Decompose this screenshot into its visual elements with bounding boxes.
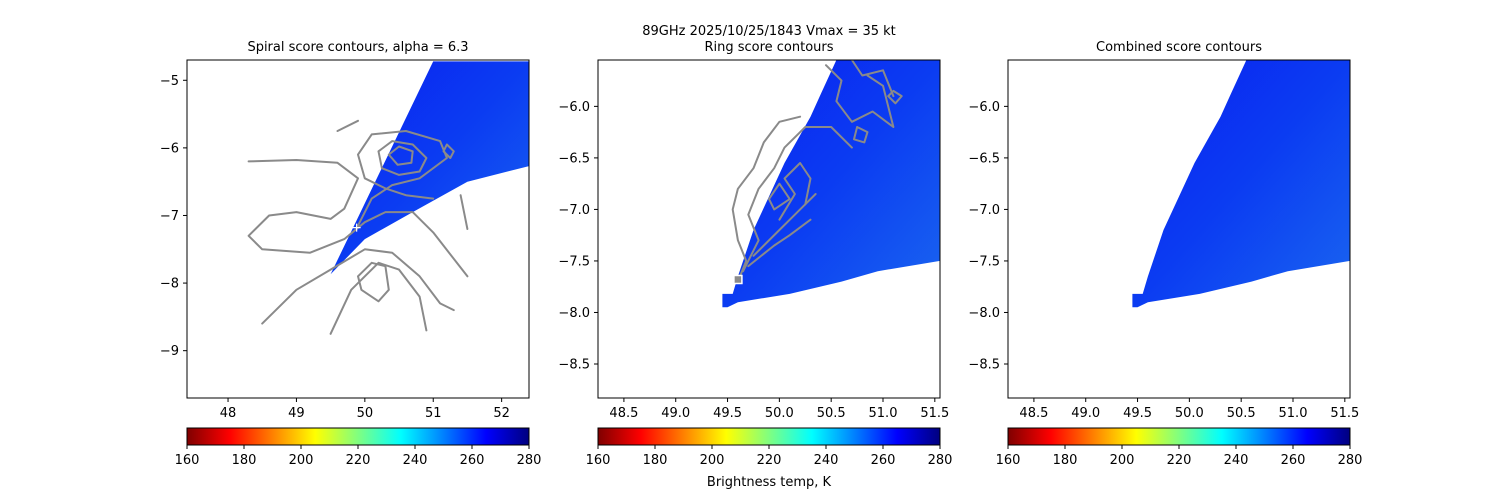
colorbar-tick-label: 200	[1110, 453, 1135, 468]
colorbar-tick-label: 160	[175, 453, 200, 468]
x-tick-label: 49.5	[713, 406, 742, 421]
x-tick-label: 48.5	[609, 406, 638, 421]
colorbar-tick-label: 200	[700, 453, 725, 468]
score-contour	[768, 182, 791, 211]
x-tick-label: 49.0	[661, 406, 690, 421]
x-tick-label: 51.0	[1279, 406, 1308, 421]
colorbar-tick-label: 280	[517, 453, 542, 468]
panel-title: Spiral score contours, alpha = 6.3	[247, 40, 468, 55]
y-tick-label: −8.0	[968, 306, 1000, 321]
colorbar-tick-label: 220	[346, 453, 371, 468]
colorbar-tick-label: 160	[996, 453, 1021, 468]
colorbar-tick-label: 200	[289, 453, 314, 468]
score-contour	[825, 64, 895, 128]
colorbar-tick-label: 220	[757, 453, 782, 468]
colorbar-tick-label: 280	[1338, 453, 1363, 468]
brightness-swath	[1132, 60, 1350, 308]
y-tick-label: −5	[160, 74, 179, 89]
y-tick-label: −8	[160, 277, 179, 292]
score-contour	[731, 115, 802, 283]
axes-frame	[186, 59, 530, 399]
suptitle: 89GHz 2025/10/25/1843 Vmax = 35 kt	[642, 24, 896, 39]
score-contour	[442, 143, 455, 159]
x-tick-label: 51.0	[869, 406, 898, 421]
brightness-swath	[330, 61, 529, 275]
x-tick-label: 50.5	[1227, 406, 1256, 421]
axes-frame	[597, 59, 941, 399]
score-contour	[329, 261, 428, 335]
score-contour	[387, 145, 414, 166]
y-tick-label: −6.5	[558, 151, 590, 166]
x-tick-label: 48.5	[1019, 406, 1048, 421]
y-tick-label: −7.5	[558, 254, 590, 269]
score-contour	[247, 159, 469, 278]
x-tick-label: 49.5	[1123, 406, 1152, 421]
center-marker	[733, 274, 743, 285]
score-contour	[853, 126, 869, 144]
x-tick-label: 48	[220, 406, 237, 421]
y-tick-label: −7.5	[968, 254, 1000, 269]
score-contour	[261, 248, 455, 325]
y-tick-label: −7.0	[558, 203, 590, 218]
x-tick-label: 51.5	[1330, 406, 1359, 421]
x-tick-label: 49.0	[1071, 406, 1100, 421]
y-tick-label: −7	[160, 209, 179, 224]
panel-title: Ring score contours	[704, 40, 833, 55]
colorbar-tick-label: 240	[814, 453, 839, 468]
colorbar-label: Brightness temp, K	[707, 475, 832, 490]
score-contour	[778, 162, 812, 221]
brightness-swath	[722, 60, 940, 308]
score-contour	[357, 130, 448, 227]
score-contour	[377, 140, 428, 176]
y-tick-label: −6.0	[558, 100, 590, 115]
y-tick-label: −6	[160, 141, 179, 156]
colorbar	[186, 427, 530, 446]
panel-combined: Combined score contours 48.5 49.0 49.5 50.0 5…	[968, 40, 1362, 468]
score-contour	[459, 194, 469, 230]
x-tick-label: 50.0	[1175, 406, 1204, 421]
score-contour	[752, 193, 817, 257]
colorbar-tick-label: 220	[1167, 453, 1192, 468]
y-tick-label: −8.0	[558, 306, 590, 321]
panel-ring: Ring score contours 48.5 49.0 49.5 50.0 50.5 5…	[558, 40, 952, 468]
x-tick-label: 50	[357, 406, 374, 421]
colorbar	[1007, 427, 1351, 446]
colorbar-tick-label: 240	[1224, 453, 1249, 468]
colorbar-tick-label: 180	[643, 453, 668, 468]
x-tick-label: 51	[425, 406, 442, 421]
center-marker	[352, 223, 361, 232]
score-contour	[887, 89, 903, 105]
score-contour	[336, 119, 359, 132]
x-tick-label: 52	[493, 406, 510, 421]
colorbar	[597, 427, 941, 446]
score-contour	[357, 261, 390, 303]
score-contour	[850, 60, 895, 98]
y-tick-label: −8.5	[968, 357, 1000, 372]
y-tick-label: −9	[160, 344, 179, 359]
panel-spiral: Spiral score contours, alpha = 6.3 48 49 50…	[160, 40, 542, 468]
colorbar-tick-label: 280	[928, 453, 953, 468]
x-tick-label: 50.0	[765, 406, 794, 421]
colorbar-tick-label: 260	[460, 453, 485, 468]
x-tick-label: 49	[288, 406, 305, 421]
panel-title: Combined score contours	[1096, 40, 1262, 55]
x-tick-label: 51.5	[920, 406, 949, 421]
y-tick-label: −6.0	[968, 100, 1000, 115]
colorbar-tick-label: 260	[1281, 453, 1306, 468]
colorbar-tick-label: 240	[403, 453, 428, 468]
colorbar-tick-label: 260	[871, 453, 896, 468]
axes-frame	[1007, 59, 1351, 399]
colorbar-tick-label: 180	[1053, 453, 1078, 468]
score-contour	[742, 126, 853, 273]
y-tick-label: −6.5	[968, 151, 1000, 166]
colorbar-tick-label: 180	[232, 453, 257, 468]
y-tick-label: −8.5	[558, 357, 590, 372]
colorbar-tick-label: 160	[586, 453, 611, 468]
y-tick-label: −7.0	[968, 203, 1000, 218]
score-contour	[747, 218, 812, 268]
x-tick-label: 50.5	[817, 406, 846, 421]
